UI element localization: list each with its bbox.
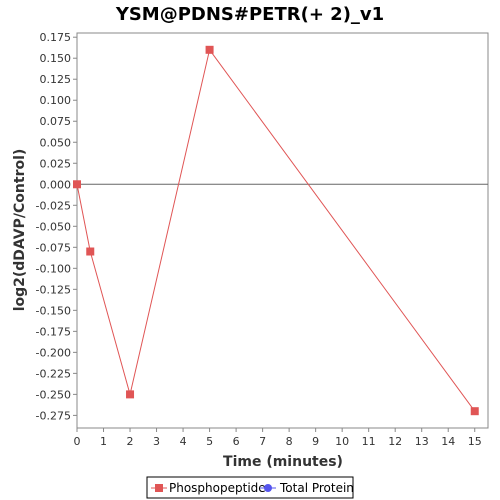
y-tick-label: 0.050 [40,136,72,149]
plot-area [76,32,489,429]
legend-label-total-protein: Total Protein [279,481,354,495]
y-tick-label: 0.125 [40,73,72,86]
x-tick-label: 13 [415,435,429,448]
y-tick-label: 0.025 [40,157,72,170]
x-tick-label: 6 [233,435,240,448]
legend-marker-phosphopeptide [155,484,163,492]
y-tick-label: -0.225 [36,367,71,380]
y-axis-title: log2(dDAVP/Control) [12,149,28,312]
x-tick-label: 15 [468,435,482,448]
series-layer [73,45,479,416]
legend-marker-total-protein [264,484,272,492]
legend-box [146,476,354,499]
y-tick-label: -0.075 [36,241,71,254]
y-tick-label: 0.075 [40,115,72,128]
x-tick-label: 14 [441,435,455,448]
legend: Phosphopeptide Total Protein [146,476,354,499]
x-tick-label: 11 [362,435,376,448]
data-point [86,247,95,256]
x-axis-title: Time (minutes) [223,454,343,470]
y-tick-label: 0.000 [40,178,72,191]
x-tick-label: 2 [127,435,134,448]
y-tick-label: -0.200 [36,346,71,359]
y-tick-label: 0.175 [40,31,72,44]
y-tick-label: -0.125 [36,283,71,296]
x-tick-label: 12 [388,435,402,448]
x-tick-label: 3 [153,435,160,448]
y-axis-ticks: 0.175 0.150 0.125 0.100 0.075 0.050 0.025 0.000… [36,31,77,422]
y-tick-label: -0.175 [36,325,71,338]
chart-title: YSM@PDNS#PETR(+ 2)_v1 [115,4,384,25]
x-axis-ticks: 0 1 2 3 4 5 6 7 8 9 10 11 12 13 14 15 [74,428,482,448]
x-tick-label: 10 [335,435,349,448]
x-tick-label: 4 [180,435,187,448]
data-point [470,407,479,416]
x-tick-label: 8 [286,435,293,448]
y-tick-label: -0.250 [36,388,71,401]
y-tick-label: -0.100 [36,262,71,275]
x-tick-label: 0 [74,435,81,448]
y-tick-label: 0.150 [40,52,72,65]
legend-label-phosphopeptide: Phosphopeptide [169,481,266,495]
y-tick-label: -0.050 [36,220,71,233]
y-tick-label: -0.150 [36,304,71,317]
data-point [205,45,214,54]
x-tick-label: 7 [259,435,266,448]
data-point [126,390,135,399]
data-point [73,180,81,189]
y-tick-label: -0.025 [36,199,71,212]
x-tick-label: 5 [206,435,213,448]
y-tick-label: -0.275 [36,409,71,422]
y-tick-label: 0.100 [40,94,72,107]
x-tick-label: 1 [100,435,107,448]
x-tick-label: 9 [312,435,319,448]
